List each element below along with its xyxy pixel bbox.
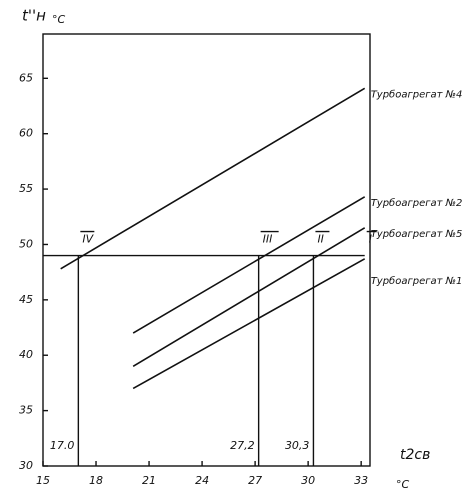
x-tick-label: 27	[248, 474, 262, 487]
crossing-label: I	[369, 233, 372, 246]
y-tick-label: 45	[19, 293, 33, 306]
x-tick-label: 33	[354, 474, 368, 487]
vline-label: 17.0	[50, 439, 75, 452]
y-tick-label: 65	[19, 71, 33, 84]
x-tick-label: 30	[301, 474, 315, 487]
crossing-label: III	[263, 233, 273, 246]
x-label: t2св	[400, 447, 430, 463]
line-label: Турбоагрегат №5	[371, 228, 463, 240]
line-label: Турбоагрегат №2	[371, 197, 463, 209]
data-line	[132, 227, 366, 367]
plot-frame	[42, 33, 371, 467]
data-line	[132, 196, 366, 334]
y-tick-label: 35	[19, 404, 33, 417]
y-tick-label: 50	[19, 237, 33, 250]
x-tick-label: 21	[142, 474, 156, 487]
y-label: t''н	[22, 7, 46, 25]
y-tick-label: 55	[19, 182, 33, 195]
x-tick-label: 18	[89, 474, 103, 487]
data-line	[132, 258, 366, 390]
x-tick-label: 15	[36, 474, 50, 487]
crossing-label: IV	[82, 233, 94, 246]
y-tick-label: 40	[19, 348, 33, 361]
crossing-label: II	[317, 233, 324, 246]
data-line	[60, 87, 366, 270]
line-label: Турбоагрегат №4	[371, 88, 463, 100]
y-tick-label: 30	[19, 459, 33, 472]
vline-label: 27,2	[230, 439, 255, 452]
y-unit: °C	[52, 13, 66, 26]
y-tick-label: 60	[19, 127, 33, 140]
line-label: Турбоагрегат №1	[371, 275, 463, 287]
x-tick-label: 24	[195, 474, 209, 487]
x-unit: °C	[396, 478, 410, 491]
vline-label: 30,3	[285, 439, 310, 452]
